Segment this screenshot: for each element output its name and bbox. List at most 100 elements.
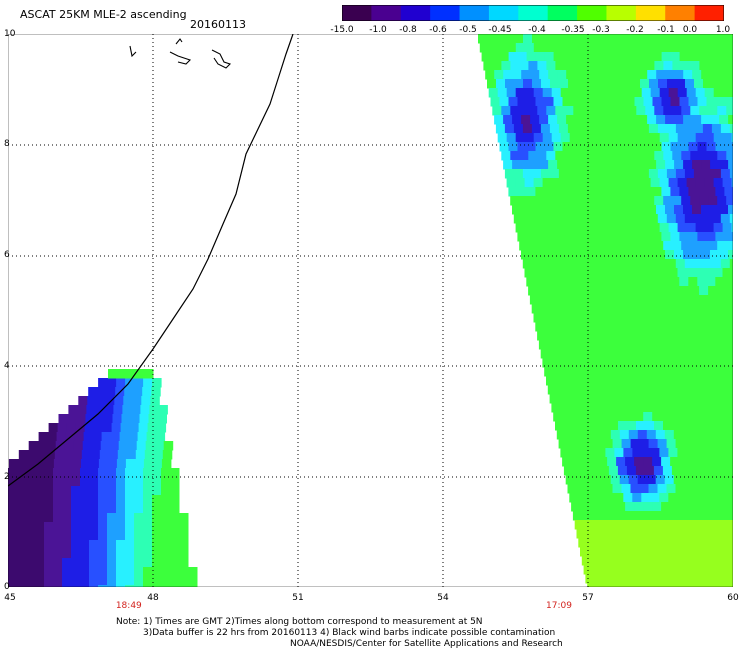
swath-cell <box>546 331 556 341</box>
swath-cell <box>134 495 144 505</box>
swath-cell <box>698 511 709 521</box>
swath-cell <box>134 576 144 586</box>
swath-cell <box>144 450 155 460</box>
swath-cell <box>62 468 72 478</box>
swath-cell <box>152 540 162 550</box>
swath-cell <box>647 160 657 170</box>
swath-cell <box>639 529 649 539</box>
swath-cell <box>89 513 99 523</box>
swath-cell <box>596 538 606 548</box>
swath-cell <box>36 450 47 460</box>
swath-cell <box>717 286 727 296</box>
swath-cell <box>68 405 78 415</box>
swath-cell <box>558 169 569 179</box>
swath-cell <box>650 583 660 587</box>
swath-cell <box>711 484 721 494</box>
swath-cell <box>607 52 618 62</box>
swath-cell <box>616 547 626 557</box>
swath-cell <box>665 160 675 170</box>
swath-cell <box>702 124 713 134</box>
swath-cell <box>652 547 662 557</box>
swath-cell <box>699 376 709 386</box>
swath-cell <box>591 106 601 116</box>
swath-cell <box>681 421 691 431</box>
y-tick-label: 6 <box>4 250 10 260</box>
swath-cell <box>556 340 567 350</box>
swath-cell <box>575 160 585 170</box>
swath-cell <box>697 502 707 512</box>
swath-cell <box>699 241 709 251</box>
swath-cell <box>152 495 162 505</box>
swath-cell <box>551 358 561 368</box>
swath-cell <box>661 52 672 62</box>
swath-cell <box>569 178 580 188</box>
swath-cell <box>53 567 63 577</box>
swath-cell <box>690 151 700 161</box>
swath-cell <box>652 277 662 287</box>
swath-cell <box>569 133 580 143</box>
swath-cell <box>648 259 659 269</box>
swath-cell <box>634 547 644 557</box>
swath-cell <box>116 576 126 586</box>
swath-cell <box>729 124 733 134</box>
swath-cell <box>628 340 639 350</box>
swath-cell <box>71 477 81 487</box>
swath-cell <box>596 268 606 278</box>
swath-cell <box>648 169 659 179</box>
swath-cell <box>702 214 713 224</box>
swath-cell <box>53 468 63 478</box>
swath-cell <box>593 70 603 80</box>
swath-cell <box>610 565 621 575</box>
swath-cell <box>125 567 135 577</box>
swath-cell <box>697 547 707 557</box>
swath-cell <box>644 466 655 476</box>
swath-cell <box>143 567 153 577</box>
swath-cell <box>566 205 576 215</box>
swath-cell <box>691 385 702 395</box>
swath-cell <box>26 540 36 550</box>
swath-cell <box>524 178 535 188</box>
swath-cell <box>679 547 689 557</box>
swath-cell <box>111 423 122 433</box>
swath-cell <box>62 513 72 523</box>
swath-cell <box>645 196 655 206</box>
swath-cell <box>585 574 595 584</box>
swath-cell <box>713 358 723 368</box>
swath-cell <box>647 115 657 125</box>
swath-cell <box>722 43 733 53</box>
swath-cell <box>621 484 631 494</box>
swath-cell <box>657 259 668 269</box>
swath-cell <box>28 441 39 451</box>
swath-cell <box>656 160 666 170</box>
swath-cell <box>645 61 655 71</box>
swath-cell <box>674 205 684 215</box>
swath-cell <box>87 396 97 406</box>
swath-cell <box>665 70 675 80</box>
swath-cell <box>533 88 544 98</box>
swath-cell <box>485 70 495 80</box>
swath-cell <box>134 513 144 523</box>
swath-cell <box>62 522 72 532</box>
swath-cell <box>706 502 716 512</box>
swath-cell <box>584 70 594 80</box>
swath-cell <box>522 259 533 269</box>
swath-cell <box>710 115 720 125</box>
swath-cell <box>98 558 108 568</box>
colorbar-swatch <box>547 5 578 21</box>
swath-cell <box>713 493 723 503</box>
swath-cell <box>715 367 725 377</box>
swath-cell <box>616 277 626 287</box>
swath-cell <box>596 358 606 368</box>
swath-cell <box>605 313 615 323</box>
swath-cell <box>127 441 138 451</box>
swath-cell <box>580 457 590 467</box>
swath-cell <box>143 486 153 496</box>
swath-cell <box>71 549 81 559</box>
swath-cell <box>644 556 655 566</box>
swath-cell <box>634 142 644 152</box>
swath-cell <box>677 133 688 143</box>
swath-cell <box>188 576 198 586</box>
swath-cell <box>558 304 569 314</box>
swath-cell <box>116 513 126 523</box>
swath-cell <box>551 268 561 278</box>
